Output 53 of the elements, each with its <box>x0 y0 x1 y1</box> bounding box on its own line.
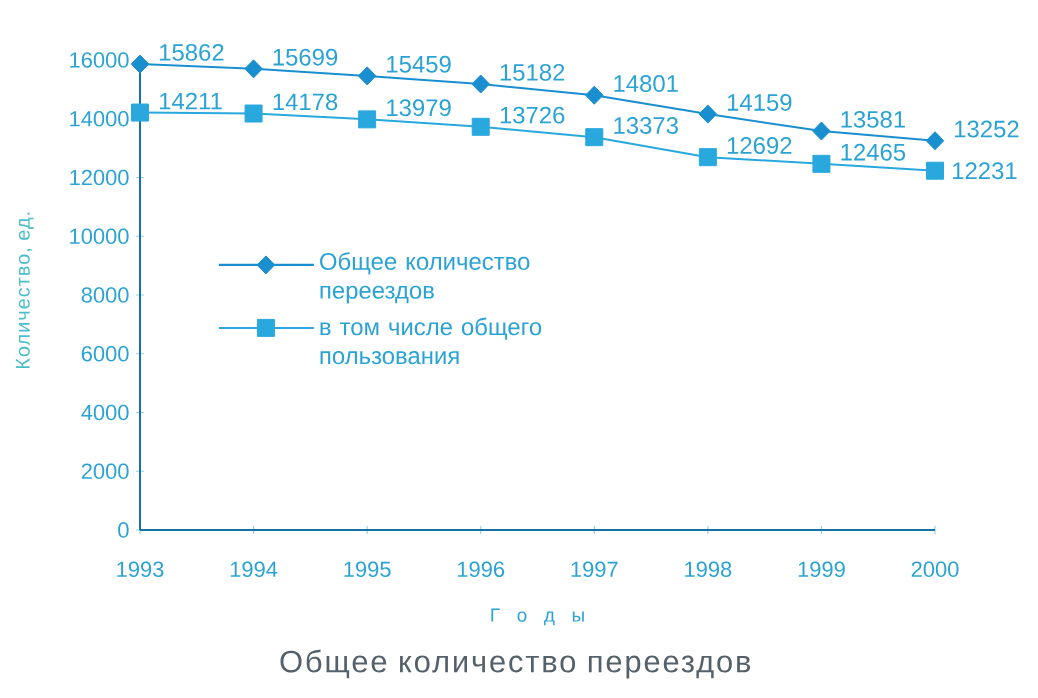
point <box>358 110 377 129</box>
data-label: 15459 <box>387 55 451 73</box>
x-tick-label: 2000 <box>911 561 959 578</box>
x-tick-label: 1993 <box>117 561 164 578</box>
point <box>131 103 149 122</box>
y-tick-label: 4000 <box>81 404 129 421</box>
x-tick-label: 1998 <box>685 561 732 578</box>
x-tick-label: 1994 <box>230 561 278 578</box>
data-label: 14211 <box>160 92 222 110</box>
data-label: 12231 <box>953 162 1017 180</box>
point <box>244 104 263 123</box>
point <box>926 161 945 180</box>
data-label: 15699 <box>273 48 338 66</box>
x-axis-title: Г о д ы <box>491 608 584 626</box>
data-label: 13252 <box>955 120 1019 138</box>
point <box>812 154 831 173</box>
data-label: 15862 <box>160 43 224 61</box>
point <box>812 121 831 141</box>
x-tick-label: 1999 <box>798 561 845 578</box>
point <box>585 85 604 105</box>
y-tick-label: 16000 <box>70 52 129 68</box>
data-label: 15182 <box>500 63 565 81</box>
data-label: 13581 <box>841 110 905 128</box>
point <box>471 74 490 94</box>
point <box>698 148 717 167</box>
y-tick-label: 10000 <box>70 228 129 245</box>
point <box>698 104 718 124</box>
point <box>471 117 490 136</box>
y-tick-label: 14000 <box>70 110 129 127</box>
data-label: 14159 <box>727 93 792 111</box>
data-label: 13979 <box>387 99 451 117</box>
data-label: 14178 <box>273 93 338 111</box>
y-tick-label: 6000 <box>81 345 129 362</box>
data-label: 12465 <box>841 143 906 161</box>
y-tick-label: 2000 <box>81 463 129 480</box>
point <box>357 66 377 86</box>
point <box>130 54 150 74</box>
x-tick-label: 1995 <box>344 561 391 578</box>
point <box>925 131 945 151</box>
y-tick-label: 0 <box>118 522 129 538</box>
x-tick-label: 1996 <box>458 561 505 578</box>
y-tick-label: 12000 <box>70 169 129 186</box>
point <box>585 128 604 147</box>
point <box>244 59 263 79</box>
text: Общее количество переездов <box>280 649 751 679</box>
x-tick-label: 1997 <box>571 561 618 578</box>
data-label: 13726 <box>500 106 565 124</box>
data-label: 14801 <box>614 75 678 93</box>
y-tick-label: 8000 <box>81 287 129 303</box>
data-label: 12692 <box>727 137 792 154</box>
y-axis-title: Количество, ед. <box>15 212 34 369</box>
legend-label: в том числе общего пользования <box>320 317 542 365</box>
data-label: 13373 <box>614 117 678 134</box>
